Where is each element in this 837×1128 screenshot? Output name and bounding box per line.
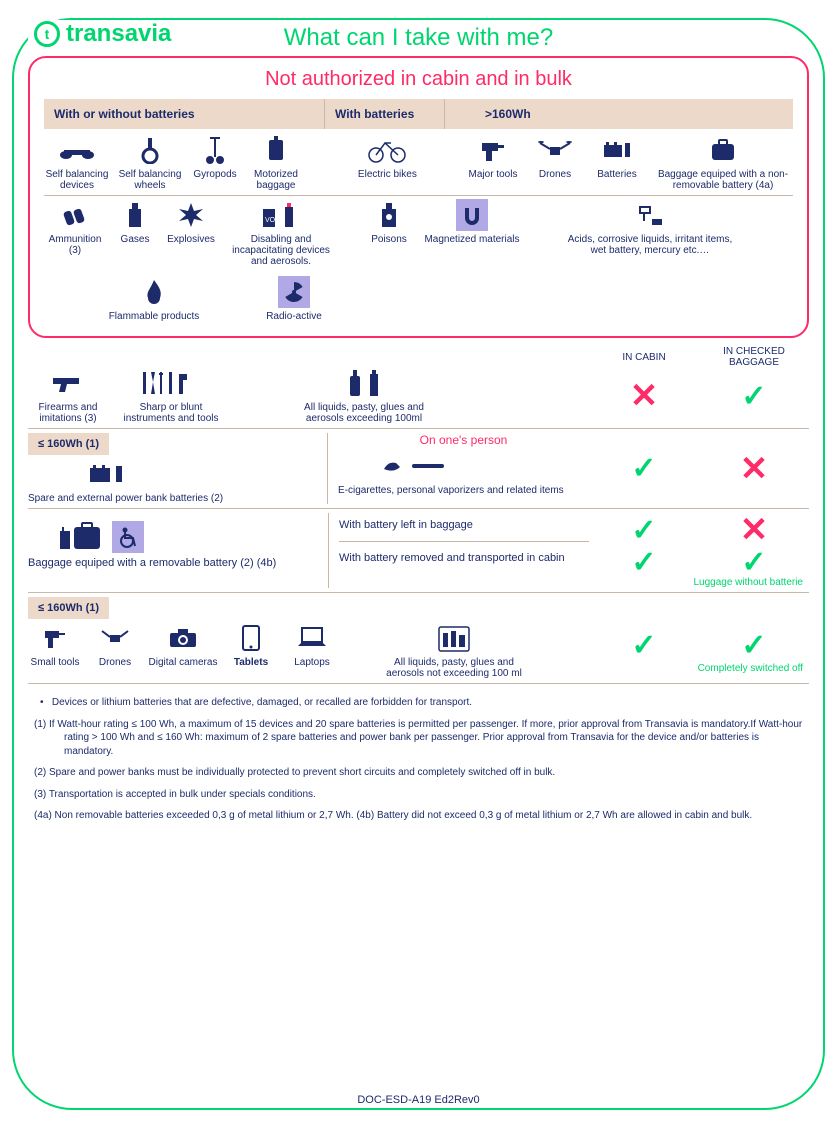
battery-in-baggage-text: With battery left in baggage	[339, 513, 589, 537]
drone-icon	[538, 135, 572, 165]
item-poisons: Poisons	[364, 200, 414, 245]
hoverboard-icon	[58, 135, 96, 165]
x-mark-icon: ✕	[740, 449, 769, 489]
item-tablets: Tablets	[226, 623, 276, 668]
motor-luggage-icon	[266, 135, 286, 165]
footnote-1: (1) If Watt-hour rating ≤ 100 Wh, a maxi…	[34, 718, 803, 759]
item-gyropods: Gyropods	[190, 135, 240, 180]
item-firearms: Firearms and imitations (3)	[28, 368, 108, 424]
check-mark-icon: ✓	[631, 513, 656, 548]
header-in-checked: IN CHECKED BAGGAGE	[699, 346, 809, 368]
check-mark-icon: ✓	[631, 545, 656, 580]
corrosive-icon	[636, 200, 664, 230]
powerbank-icon	[88, 459, 126, 489]
item-nonremovable-battery-bag: Baggage equiped with a non-removable bat…	[653, 135, 793, 191]
badge-160wh-b: ≤ 160Wh (1)	[28, 597, 109, 619]
segway-icon	[204, 135, 226, 165]
footnote-2: (2) Spare and power banks must be indivi…	[34, 766, 803, 780]
item-self-balancing-wheels: Self balancing wheels	[118, 135, 182, 191]
item-drones: Drones	[529, 135, 581, 180]
flame-icon	[142, 277, 166, 307]
check-mark-icon: ✓	[741, 545, 766, 580]
item-self-balancing-devices: Self balancing devices	[44, 135, 110, 191]
item-ammunition: Ammunition (3)	[44, 200, 106, 256]
check-mark-icon: ✓	[631, 451, 656, 486]
item-explosives: Explosives	[164, 200, 218, 245]
header-no-batteries: With or without batteries	[44, 99, 324, 129]
item-gases: Gases	[114, 200, 156, 245]
item-liquids-under-100: All liquids, pasty, glues and aerosols n…	[374, 623, 534, 679]
luggage-battery-icon	[708, 135, 738, 165]
drill-icon	[480, 135, 506, 165]
luggage-removable-icon	[58, 521, 104, 553]
explosion-icon	[177, 200, 205, 230]
check-mark-icon: ✓	[631, 628, 656, 663]
item-electric-bikes: Electric bikes	[342, 135, 432, 180]
liquids-bag-icon	[437, 623, 471, 653]
svg-text:VOLT: VOLT	[265, 217, 283, 224]
ebike-icon	[367, 135, 407, 165]
wheelchair-icon	[112, 521, 144, 553]
luggage-note: Luggage without batterie	[589, 577, 809, 588]
laptop-icon	[296, 623, 328, 653]
item-drones-small: Drones	[90, 623, 140, 668]
drone-small-icon	[100, 623, 130, 653]
tablet-icon	[241, 623, 261, 653]
header-in-cabin: IN CABIN	[589, 346, 699, 368]
item-major-tools: Major tools	[465, 135, 521, 180]
battery-icon	[602, 135, 632, 165]
x-mark-icon: ✕	[630, 376, 659, 416]
header-with-batteries: With batteries	[324, 99, 444, 129]
on-person-note: On one's person	[338, 433, 589, 447]
not-authorized-panel: Not authorized in cabin and in bulk With…	[28, 56, 809, 338]
page-title: What can I take with me?	[0, 24, 837, 52]
item-cameras: Digital cameras	[148, 623, 218, 668]
unicycle-icon	[138, 135, 162, 165]
gun-icon	[51, 368, 85, 398]
battery-removed-text: With battery removed and transported in …	[339, 546, 589, 570]
item-batteries: Batteries	[589, 135, 645, 180]
ammunition-icon	[61, 200, 89, 230]
footnotes: • Devices or lithium batteries that are …	[28, 688, 809, 839]
footnote-3: (3) Transportation is accepted in bulk u…	[34, 788, 803, 802]
camera-icon	[168, 623, 198, 653]
header-160wh: >160Wh	[444, 99, 793, 129]
check-mark-icon: ✓	[741, 379, 766, 414]
item-magnetized: Magnetized materials	[422, 200, 522, 245]
item-small-tools: Small tools	[28, 623, 82, 668]
footnote-4: (4a) Non removable batteries exceeded 0,…	[34, 809, 803, 823]
check-mark-icon: ✓	[741, 628, 766, 663]
spray-taser-icon: VOLT	[259, 200, 303, 230]
small-drill-icon	[43, 623, 67, 653]
tools-icon	[141, 368, 201, 398]
bottle-spray-icon	[344, 368, 384, 398]
not-authorized-title: Not authorized in cabin and in bulk	[44, 68, 793, 91]
item-liquids-over-100: All liquids, pasty, glues and aerosols e…	[294, 368, 434, 424]
badge-160wh-a: ≤ 160Wh (1)	[28, 433, 109, 455]
document-reference: DOC-ESD-A19 Ed2Rev0	[0, 1094, 837, 1106]
item-laptops: Laptops	[284, 623, 340, 668]
item-radioactive: Radio-active	[254, 277, 334, 322]
item-sharp-tools: Sharp or blunt instruments and tools	[116, 368, 226, 424]
gas-icon	[125, 200, 145, 230]
radioactive-icon	[278, 277, 310, 307]
item-disabling-devices: VOLT Disabling and incapacitating device…	[226, 200, 336, 267]
item-flammable: Flammable products	[104, 277, 204, 322]
magnet-icon	[456, 200, 488, 230]
item-acids: Acids, corrosive liquids, irritant items…	[560, 200, 740, 256]
item-motorized-baggage: Motorized baggage	[248, 135, 304, 191]
switched-off-note: Completely switched off	[589, 663, 809, 674]
removable-battery-label: Baggage equiped with a removable battery…	[28, 557, 328, 569]
ecig-icon	[378, 451, 448, 481]
poison-icon	[379, 200, 399, 230]
category-header: With or without batteries With batteries…	[44, 99, 793, 129]
